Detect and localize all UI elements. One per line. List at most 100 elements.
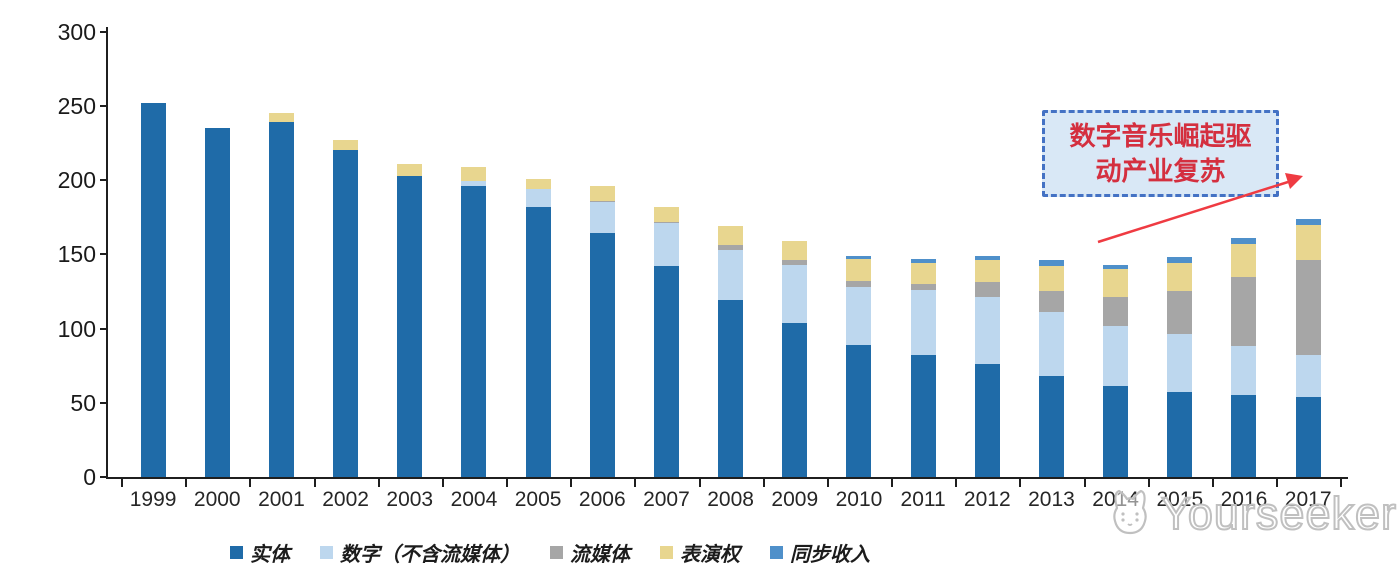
- bar-segment: [1231, 346, 1257, 396]
- y-axis-tick: [100, 401, 108, 404]
- x-axis-label: 1999: [129, 488, 177, 511]
- annotation-line2: 动产业复苏: [1095, 156, 1226, 186]
- bar-segment: [589, 202, 615, 234]
- x-axis-tick: [570, 479, 573, 487]
- x-axis-tick: [826, 479, 829, 487]
- watermark: Yourseeker: [1103, 486, 1397, 542]
- bar-segment: [397, 175, 423, 477]
- y-axis-line: [106, 27, 108, 479]
- bar-segment: [140, 102, 166, 477]
- bar-segment: [589, 233, 615, 477]
- bar-segment: [204, 128, 230, 477]
- bar-segment: [589, 200, 615, 203]
- bar-segment: [910, 283, 936, 290]
- x-axis-label: 2017: [1284, 488, 1332, 511]
- legend-item-digital: 数字（不含流媒体）: [320, 538, 520, 567]
- x-axis-label: 2013: [1028, 488, 1075, 511]
- x-axis-tick: [891, 479, 894, 487]
- legend-item-physical: 实体: [230, 538, 290, 567]
- y-axis-label: 0: [83, 464, 96, 490]
- bar-segment: [1167, 291, 1193, 335]
- legend-item-streaming: 流媒体: [550, 538, 630, 567]
- bar-segment: [846, 258, 872, 281]
- x-axis-label: 2004: [450, 488, 498, 511]
- bar-segment: [1167, 263, 1193, 292]
- bar-segment: [333, 150, 359, 477]
- x-axis-label: 2003: [386, 488, 434, 511]
- x-axis-tick: [1147, 479, 1150, 487]
- bar-segment: [718, 249, 744, 301]
- bar-segment: [653, 223, 679, 267]
- bar-segment: [718, 226, 744, 246]
- y-axis-tick: [100, 30, 108, 33]
- x-axis-label: 2005: [514, 488, 562, 511]
- legend-label-performance: 表演权: [680, 544, 740, 566]
- legend-label-streaming: 流媒体: [570, 544, 630, 566]
- annotation-line1: 数字音乐崛起驱: [1069, 121, 1252, 151]
- x-axis-tick: [955, 479, 958, 487]
- bar-segment: [653, 221, 679, 224]
- bar-segment: [1231, 276, 1257, 347]
- bar-segment: [268, 122, 294, 477]
- y-axis-tick: [100, 327, 108, 330]
- bar-segment: [1295, 260, 1321, 356]
- x-axis-label: 2006: [578, 488, 626, 511]
- bar-segment: [1103, 297, 1129, 326]
- x-axis-label: 2016: [1220, 488, 1268, 511]
- legend-swatch-physical: [230, 546, 243, 559]
- bar-segment: [1103, 386, 1129, 477]
- bar-segment: [1038, 266, 1064, 292]
- bar-segment: [974, 364, 1000, 477]
- x-axis-label: 2007: [643, 488, 690, 511]
- x-axis-tick: [1019, 479, 1022, 487]
- legend-swatch-digital: [320, 546, 333, 559]
- y-axis-label: 50: [70, 389, 96, 416]
- legend-swatch-sync: [770, 546, 783, 559]
- x-axis-tick: [1340, 479, 1343, 487]
- y-axis-label: 150: [57, 241, 96, 268]
- x-axis-tick: [1276, 479, 1279, 487]
- x-axis-tick: [249, 479, 252, 487]
- bar-segment: [525, 206, 551, 477]
- y-axis-label: 300: [57, 18, 96, 45]
- legend-label-physical: 实体: [250, 544, 290, 566]
- annotation-callout: 数字音乐崛起驱 动产业复苏: [1042, 110, 1279, 197]
- x-axis-tick: [634, 479, 637, 487]
- bar-segment: [525, 178, 551, 189]
- bar-segment: [1038, 312, 1064, 376]
- bar-segment: [461, 181, 487, 186]
- bar-segment: [782, 322, 808, 477]
- x-axis-tick: [185, 479, 188, 487]
- bar-segment: [1167, 392, 1193, 477]
- x-axis-label: 2009: [771, 488, 819, 511]
- bar-segment: [846, 255, 872, 259]
- bar-segment: [782, 240, 808, 261]
- y-axis-tick: [100, 253, 108, 256]
- y-axis-tick: [100, 104, 108, 107]
- legend-label-sync: 同步收入: [790, 544, 870, 566]
- bar-segment: [653, 266, 679, 477]
- y-axis-label: 200: [57, 167, 96, 193]
- x-axis-tick: [1083, 479, 1086, 487]
- bar-segment: [589, 185, 615, 201]
- bar-segment: [1103, 264, 1129, 270]
- bar-segment: [1295, 218, 1321, 225]
- bar-segment: [1103, 325, 1129, 387]
- bar-segment: [525, 188, 551, 207]
- bar-segment: [782, 264, 808, 323]
- x-axis-label: 2010: [835, 488, 883, 511]
- x-axis-label: 2011: [900, 488, 946, 511]
- bar-segment: [910, 263, 936, 284]
- bar-segment: [718, 245, 744, 250]
- x-axis-label: 2015: [1156, 488, 1204, 511]
- x-axis-tick: [377, 479, 380, 487]
- x-axis-tick: [762, 479, 765, 487]
- x-axis-label: 2012: [963, 488, 1011, 511]
- watermark-text: Yourseeker: [1160, 487, 1397, 540]
- bar-segment: [910, 355, 936, 477]
- x-axis-tick: [313, 479, 316, 487]
- x-axis-label: 2008: [707, 488, 754, 511]
- bar-segment: [782, 260, 808, 265]
- y-axis-tick: [100, 179, 108, 181]
